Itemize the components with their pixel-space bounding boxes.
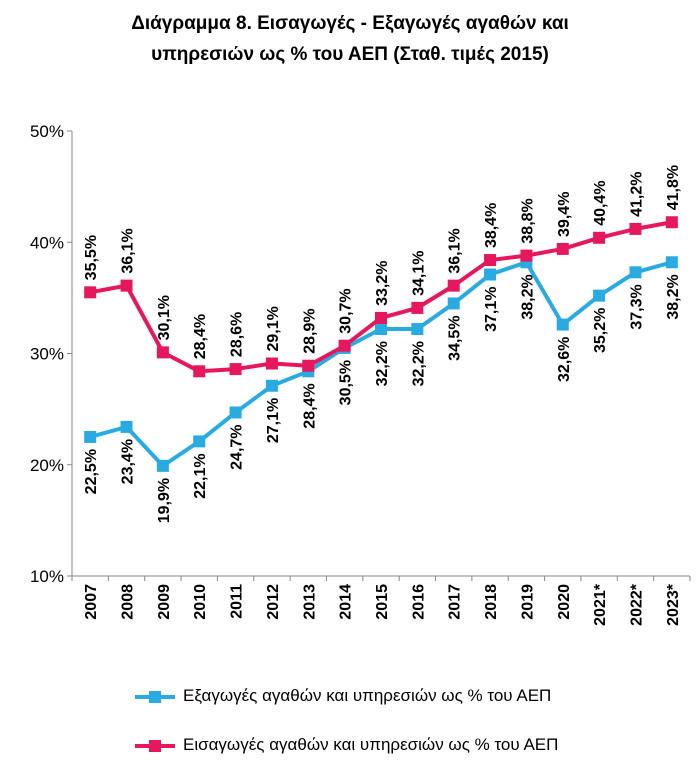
x-tick-label: 2022* xyxy=(628,583,645,626)
data-point-exports xyxy=(629,266,642,279)
data-label-imports: 33,2% xyxy=(374,261,391,306)
data-point-exports xyxy=(229,406,242,419)
data-label-exports: 38,2% xyxy=(519,274,536,319)
legend-label-exports: Εξαγωγές αγαθών και υπηρεσιών ως % του Α… xyxy=(183,686,552,705)
data-label-imports: 36,1% xyxy=(120,228,137,273)
data-point-imports xyxy=(229,363,242,376)
legend-swatch-imports xyxy=(135,739,175,753)
data-point-imports xyxy=(120,279,133,292)
data-point-imports xyxy=(338,339,351,352)
data-label-imports: 28,9% xyxy=(301,308,318,353)
y-tick-label: 20% xyxy=(30,456,64,475)
data-label-imports: 28,6% xyxy=(229,312,246,357)
data-point-imports xyxy=(484,254,497,267)
data-point-exports xyxy=(156,459,169,472)
data-point-imports xyxy=(593,231,606,244)
x-tick-label: 2021* xyxy=(592,583,609,626)
x-tick-label: 2011 xyxy=(229,584,246,619)
x-tick-label: 2013 xyxy=(301,584,318,620)
legend-label-imports: Εισαγωγές αγαθών και υπηρεσιών ως % του … xyxy=(183,735,559,754)
data-label-exports: 22,1% xyxy=(192,453,209,498)
legend-marker-exports xyxy=(149,690,161,703)
data-point-imports xyxy=(665,216,678,229)
data-label-exports: 37,3% xyxy=(628,284,645,329)
data-point-exports xyxy=(411,323,424,336)
data-label-exports: 23,4% xyxy=(120,439,137,484)
data-label-imports: 41,8% xyxy=(665,165,682,210)
data-point-imports xyxy=(84,286,97,299)
data-point-exports xyxy=(193,435,206,448)
data-label-exports: 35,2% xyxy=(592,308,609,353)
x-tick-label: 2023* xyxy=(665,583,682,626)
x-tick-label: 2009 xyxy=(156,584,173,620)
data-label-imports: 34,1% xyxy=(410,251,427,296)
x-tick-label: 2010 xyxy=(192,584,209,620)
data-point-imports xyxy=(156,346,169,359)
data-point-imports xyxy=(193,365,206,378)
data-point-imports xyxy=(265,357,278,370)
data-label-exports: 22,5% xyxy=(83,449,100,494)
data-label-imports: 36,1% xyxy=(447,228,464,273)
data-label-exports: 32,2% xyxy=(410,341,427,386)
data-label-imports: 38,4% xyxy=(483,203,500,248)
data-point-exports xyxy=(593,289,606,302)
legend-entry-imports: Εισαγωγές αγαθών και υπηρεσιών ως % του … xyxy=(135,735,558,755)
chart-title-line-2: υπηρεσιών ως % του ΑΕΠ (Σταθ. τιμές 2015… xyxy=(151,44,549,65)
y-tick-label: 40% xyxy=(30,233,64,252)
data-point-exports xyxy=(556,318,569,331)
data-point-imports xyxy=(411,301,424,314)
data-label-exports: 27,1% xyxy=(265,398,282,443)
data-label-imports: 35,5% xyxy=(83,235,100,280)
data-label-imports: 41,2% xyxy=(628,172,645,217)
data-label-exports: 28,4% xyxy=(301,383,318,428)
x-tick-label: 2007 xyxy=(83,584,100,620)
data-label-imports: 40,4% xyxy=(592,180,609,225)
chart-title: Διάγραμμα 8. Εισαγωγές - Εξαγωγές αγαθών… xyxy=(0,8,700,70)
data-point-exports xyxy=(375,323,387,336)
data-point-exports xyxy=(120,420,133,433)
data-label-imports: 30,1% xyxy=(156,295,173,340)
x-tick-label: 2020 xyxy=(556,584,573,620)
data-point-exports xyxy=(665,256,678,269)
data-label-exports: 24,7% xyxy=(229,424,246,469)
data-label-imports: 30,7% xyxy=(338,288,355,333)
data-label-exports: 30,5% xyxy=(338,360,355,405)
data-label-exports: 38,2% xyxy=(665,274,682,319)
x-tick-label: 2014 xyxy=(338,584,355,620)
data-label-imports: 39,4% xyxy=(556,192,573,237)
data-point-exports xyxy=(84,430,97,443)
data-point-imports xyxy=(556,242,569,255)
chart-title-line-1: Διάγραμμα 8. Εισαγωγές - Εξαγωγές αγαθών… xyxy=(131,13,569,34)
data-label-exports: 19,9% xyxy=(156,478,173,523)
data-point-imports xyxy=(447,279,460,292)
legend-swatch-exports xyxy=(135,690,175,704)
legend-entry-exports: Εξαγωγές αγαθών και υπηρεσιών ως % του Α… xyxy=(135,686,551,706)
data-point-exports xyxy=(484,268,497,281)
x-tick-label: 2019 xyxy=(519,584,536,620)
data-point-exports xyxy=(447,297,460,310)
y-tick-label: 30% xyxy=(30,345,64,364)
x-tick-label: 2012 xyxy=(265,584,282,620)
data-label-exports: 32,2% xyxy=(374,341,391,386)
data-label-imports: 28,4% xyxy=(192,314,209,359)
x-tick-label: 2017 xyxy=(447,584,464,620)
data-label-imports: 38,8% xyxy=(519,198,536,243)
data-label-exports: 37,1% xyxy=(483,287,500,332)
data-point-imports xyxy=(375,311,387,324)
x-tick-label: 2008 xyxy=(120,584,137,620)
data-label-exports: 32,6% xyxy=(556,337,573,382)
y-tick-label: 10% xyxy=(30,567,64,586)
data-point-imports xyxy=(302,359,315,372)
data-label-exports: 34,5% xyxy=(447,315,464,360)
x-tick-label: 2015 xyxy=(374,584,391,620)
data-label-imports: 29,1% xyxy=(265,306,282,351)
x-tick-label: 2018 xyxy=(483,584,500,620)
data-point-imports xyxy=(520,249,533,262)
x-tick-label: 2016 xyxy=(410,584,427,620)
data-point-exports xyxy=(265,379,278,392)
legend-marker-imports xyxy=(149,739,161,752)
y-tick-label: 50% xyxy=(30,122,64,141)
data-point-imports xyxy=(629,222,642,235)
